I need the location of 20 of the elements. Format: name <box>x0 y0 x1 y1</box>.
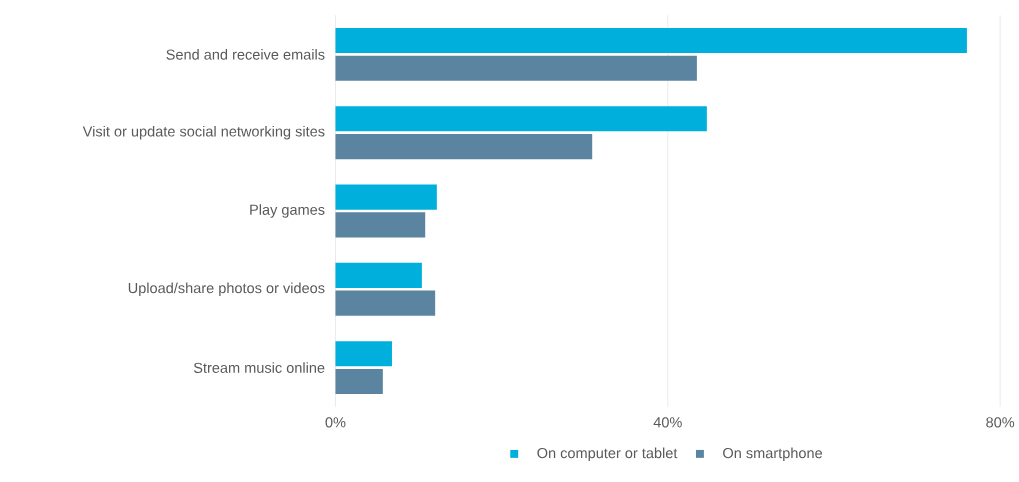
bar <box>335 368 383 394</box>
x-tick-label: 0% <box>325 417 346 428</box>
bar <box>335 212 426 238</box>
bar <box>335 262 422 288</box>
bar <box>335 290 436 316</box>
x-tick-label: 40% <box>653 417 682 428</box>
y-tick-label: Send and receive emails <box>166 48 325 60</box>
y-tick-label: Upload/share photos or videos <box>128 282 325 296</box>
y-tick-label: Visit or update social networking sites <box>82 125 325 140</box>
y-tick-label: Stream music online <box>193 362 325 373</box>
bar <box>335 184 437 210</box>
bar <box>335 55 697 81</box>
legend-label: On computer or tablet <box>537 447 678 462</box>
bar <box>335 133 593 160</box>
bar <box>335 341 392 367</box>
bar <box>335 27 967 53</box>
y-tick-label: Play games <box>250 204 325 218</box>
bar <box>335 106 707 132</box>
legend-label: On smartphone <box>723 447 823 462</box>
x-tick-label: 80% <box>986 417 1015 428</box>
